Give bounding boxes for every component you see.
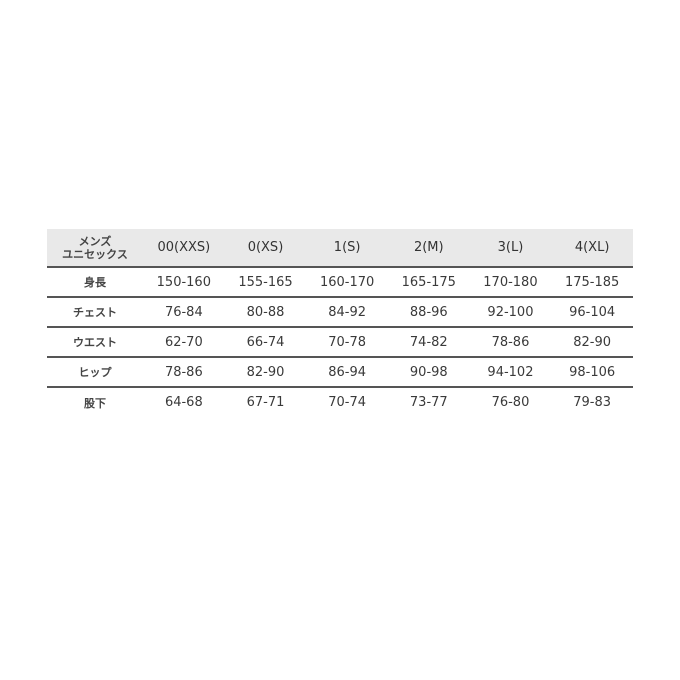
table-cell: 76-84	[164, 304, 203, 320]
table-cell: 175-185	[564, 274, 620, 290]
size-header: 2(M)	[413, 240, 444, 255]
table-cell: 98-106	[569, 364, 616, 380]
row-label: 股下	[84, 396, 106, 410]
table-cell: 94-102	[487, 364, 534, 380]
table-cell: 64-68	[164, 395, 203, 410]
size-chart-table: メンズ ユニセックス 00(XXS) 0(XS) 1(S) 2(M) 3(L) …	[47, 229, 633, 417]
row-label: ヒップ	[78, 366, 112, 379]
table-row: チェスト 76-84 80-88 84-92 88-96 92-100 96-104	[47, 297, 633, 327]
table-row: ウエスト 62-70 66-74 70-78 74-82 78-86 82-90	[47, 327, 633, 357]
size-header: 4(XL)	[574, 240, 610, 255]
size-header: 00(XXS)	[157, 240, 211, 255]
corner-header: メンズ ユニセックス	[47, 229, 143, 267]
table-cell: 80-88	[246, 304, 285, 320]
table-row: ヒップ 78-86 82-90 86-94 90-98 94-102 98-106	[47, 357, 633, 387]
row-label: チェスト	[73, 306, 117, 319]
table-cell: 86-94	[328, 364, 367, 380]
table-cell: 70-78	[328, 334, 367, 350]
corner-line1: メンズ	[78, 234, 112, 248]
table-cell: 170-180	[483, 274, 538, 290]
table-cell: 76-80	[491, 395, 530, 410]
table-cell: 62-70	[164, 334, 203, 350]
table-cell: 88-96	[409, 304, 448, 320]
size-header: 3(L)	[497, 240, 524, 255]
table-cell: 78-86	[164, 364, 203, 380]
table-cell: 165-175	[401, 274, 456, 290]
table-row: 股下 64-68 67-71 70-74 73-77 76-80 79-83	[47, 387, 633, 417]
size-header: 1(S)	[333, 240, 361, 255]
size-header: 0(XS)	[247, 240, 284, 255]
table-cell: 92-100	[487, 304, 534, 320]
row-label: 身長	[84, 276, 106, 289]
table-row: 身長 150-160 155-165 160-170 165-175 170-180 175…	[47, 267, 633, 297]
corner-line2: ユニセックス	[62, 247, 128, 261]
table-cell: 90-98	[409, 364, 448, 380]
table-cell: 96-104	[569, 304, 616, 320]
header-row: メンズ ユニセックス 00(XXS) 0(XS) 1(S) 2(M) 3(L) …	[47, 229, 633, 267]
table-cell: 82-90	[573, 334, 612, 350]
table-cell: 155-165	[238, 274, 293, 290]
table-cell: 66-74	[246, 334, 285, 350]
table-cell: 74-82	[409, 334, 448, 350]
table-cell: 84-92	[328, 304, 367, 320]
table-cell: 70-74	[328, 395, 367, 410]
table-cell: 78-86	[491, 334, 530, 350]
table-cell: 67-71	[246, 395, 285, 410]
table-cell: 82-90	[246, 364, 285, 380]
table-cell: 160-170	[319, 274, 375, 290]
table-cell: 150-160	[156, 274, 211, 290]
row-label: ウエスト	[73, 336, 117, 349]
table-cell: 79-83	[573, 395, 612, 410]
table-cell: 73-77	[409, 395, 448, 410]
